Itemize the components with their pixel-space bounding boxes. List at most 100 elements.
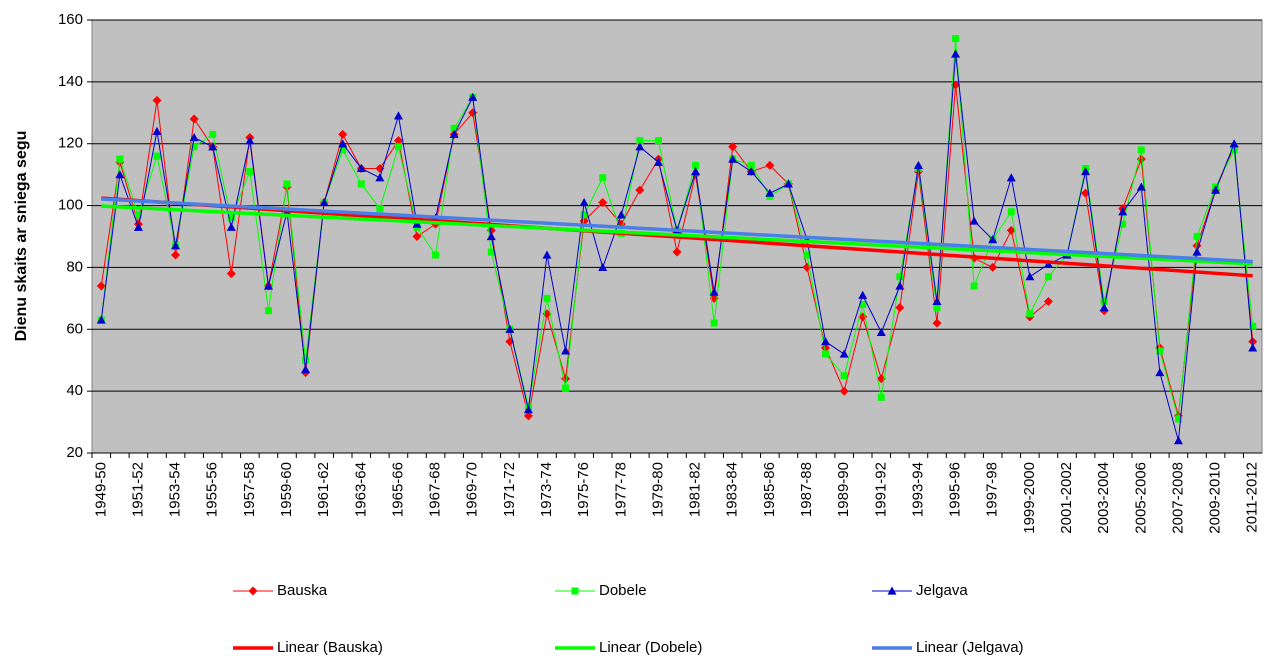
y-axis-title: Dienu skaits ar sniega segu: [13, 131, 30, 342]
data-point: [932, 296, 942, 306]
data-point: [190, 143, 198, 151]
data-point: [562, 384, 570, 392]
data-point: [896, 273, 904, 281]
data-point: [821, 343, 831, 353]
data-point: [822, 350, 830, 358]
data-point: [319, 197, 329, 207]
data-point: [171, 250, 181, 260]
data-point: [486, 232, 496, 241]
data-point: [710, 319, 718, 327]
data-point: [765, 160, 775, 170]
data-point: [1193, 233, 1201, 240]
data-point: [728, 154, 738, 163]
legend-label: Linear (Bauska): [277, 639, 383, 656]
data-point: [393, 111, 403, 120]
data-point: [264, 307, 272, 315]
x-tick-label: 1999-2000: [1021, 462, 1038, 534]
data-point: [913, 160, 923, 169]
data-point: [635, 142, 645, 151]
x-tick-label: 2009-2010: [1207, 462, 1224, 534]
data-point: [598, 262, 608, 272]
trend-line: [101, 204, 1253, 266]
legend-label: Jelgava: [916, 582, 968, 599]
data-point: [302, 356, 310, 364]
x-tick-label: 1955-56: [204, 462, 221, 517]
x-tick-label: 1993-94: [909, 462, 926, 517]
legend-label: Bauska: [277, 582, 328, 599]
data-point: [803, 251, 811, 259]
x-tick-label: 1949-50: [92, 462, 109, 517]
x-tick-label: 1951-52: [129, 462, 146, 517]
data-point: [783, 179, 793, 188]
data-point: [970, 282, 978, 290]
legend-marker: [887, 586, 897, 595]
data-point: [394, 143, 402, 151]
data-point: [356, 163, 366, 173]
data-point: [189, 133, 199, 142]
legend-marker: [571, 587, 579, 595]
y-tick-label: 140: [58, 73, 83, 90]
x-tick-label: 1973-74: [538, 462, 555, 517]
data-point: [1081, 167, 1091, 176]
y-tick-label: 60: [66, 320, 83, 337]
x-tick-label: 1957-58: [241, 462, 258, 517]
x-tick-label: 1961-62: [315, 462, 332, 517]
x-tick-label: 1987-88: [798, 462, 815, 517]
data-point: [487, 248, 495, 256]
data-point: [988, 262, 998, 272]
data-point: [301, 364, 311, 374]
data-point: [1248, 343, 1258, 352]
data-point: [1137, 146, 1145, 154]
data-point: [189, 114, 199, 124]
data-point: [691, 167, 701, 176]
y-tick-label: 40: [66, 382, 83, 399]
x-tick-label: 1981-82: [687, 462, 704, 517]
data-point: [933, 304, 941, 312]
data-point: [580, 211, 588, 219]
data-point: [579, 197, 589, 207]
data-point: [654, 137, 662, 145]
data-point: [116, 155, 124, 163]
data-point: [728, 142, 738, 152]
x-tick-label: 1989-90: [835, 462, 852, 517]
data-point: [152, 95, 162, 105]
data-point: [876, 327, 886, 336]
data-point: [505, 324, 515, 333]
data-point: [1192, 247, 1202, 256]
data-point: [543, 294, 551, 302]
data-point: [840, 372, 848, 380]
data-point: [263, 281, 273, 290]
x-tick-label: 2007-2008: [1169, 462, 1186, 534]
data-point: [1155, 368, 1165, 377]
data-point: [1006, 173, 1016, 182]
x-tick-label: 1979-80: [649, 462, 666, 517]
y-tick-label: 100: [58, 197, 83, 214]
data-point: [449, 129, 459, 139]
data-point: [412, 219, 422, 228]
x-tick-label: 2005-2006: [1132, 462, 1149, 534]
data-point: [152, 126, 162, 135]
y-tick-label: 120: [58, 135, 83, 152]
data-point: [96, 281, 106, 291]
data-point: [450, 124, 458, 132]
x-tick-label: 1971-72: [501, 462, 518, 517]
data-point: [283, 180, 291, 188]
data-point: [599, 174, 607, 182]
data-point: [969, 216, 979, 225]
data-point: [1173, 436, 1183, 445]
data-point: [246, 168, 254, 176]
data-point: [859, 301, 867, 309]
data-point: [858, 290, 868, 299]
data-point: [133, 222, 143, 231]
data-point: [1136, 182, 1146, 191]
data-point: [393, 136, 403, 146]
data-point: [245, 136, 255, 145]
data-point: [988, 235, 998, 244]
legend-marker: [248, 586, 258, 596]
data-point: [357, 180, 365, 188]
data-point: [1156, 347, 1164, 355]
data-point: [598, 197, 608, 207]
data-point: [338, 139, 348, 148]
data-point: [153, 152, 161, 160]
